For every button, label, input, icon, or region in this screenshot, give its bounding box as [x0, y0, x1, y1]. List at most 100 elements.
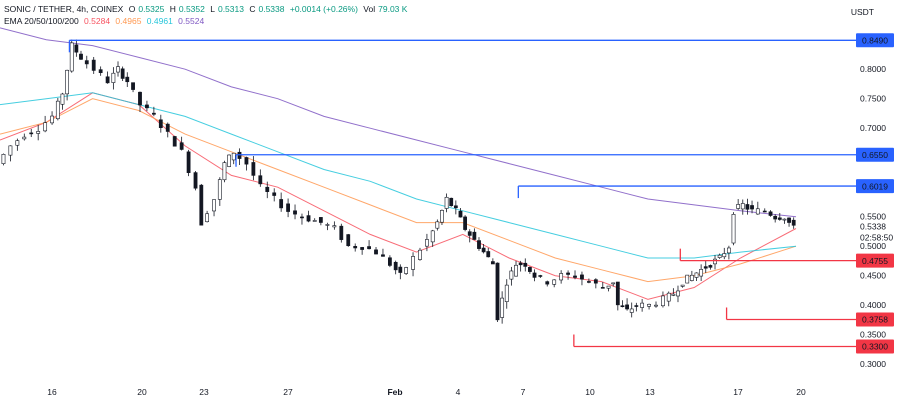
- candle-body: [244, 157, 249, 165]
- ema-label[interactable]: EMA 20/50/100/200: [4, 16, 79, 26]
- candle-body: [629, 308, 634, 313]
- candle-body: [647, 303, 651, 307]
- candle-body: [509, 270, 514, 280]
- candle-body: [36, 131, 41, 134]
- x-tick-label: 4: [456, 387, 461, 397]
- candle-body: [611, 282, 616, 285]
- ohlc-row: SONIC / TETHER, 4h, COINEX O 0.5325 H 0.53…: [4, 3, 410, 15]
- support-tag: [856, 253, 894, 268]
- candle-body: [791, 219, 796, 226]
- candle-body: [477, 240, 481, 249]
- candle-body: [199, 184, 204, 226]
- candle-body: [708, 265, 713, 268]
- candle-body: [699, 269, 704, 277]
- candle-body: [300, 216, 304, 219]
- candle-body: [172, 136, 177, 147]
- candle-body: [640, 302, 645, 308]
- candle-body: [179, 142, 184, 150]
- candle-body: [782, 218, 787, 221]
- candle-body: [689, 274, 694, 281]
- candle-body: [486, 251, 491, 258]
- candle-body: [573, 275, 577, 278]
- resistance-label: 0.8490: [862, 35, 888, 45]
- currency-label[interactable]: USDT: [850, 7, 874, 17]
- candle-body: [111, 72, 116, 83]
- ema100-value: 0.4961: [146, 16, 173, 26]
- candle-body: [453, 205, 458, 209]
- candle-body: [91, 59, 96, 71]
- open-value: 0.5325: [138, 4, 165, 14]
- candle-body: [393, 261, 398, 271]
- candle-body: [279, 199, 284, 209]
- candle-body: [29, 132, 34, 135]
- candle-body: [325, 224, 330, 226]
- candle-body: [217, 179, 222, 200]
- candle-body: [332, 225, 337, 228]
- y-tick-label: 0.8000: [860, 64, 886, 74]
- candle-body: [79, 53, 83, 60]
- candle-body: [74, 44, 79, 53]
- y-tick-label: 0.3000: [860, 359, 886, 369]
- candle-body: [312, 220, 317, 222]
- candle-body: [318, 217, 323, 223]
- y-tick-label: 0.4000: [860, 300, 886, 310]
- candle-body: [222, 162, 227, 181]
- candle-body: [745, 204, 750, 210]
- candle-body: [444, 196, 449, 209]
- candle-body: [740, 203, 745, 210]
- candle-body: [131, 82, 135, 90]
- candle-body: [388, 257, 392, 266]
- candle-body: [15, 140, 20, 146]
- candle-body: [527, 267, 532, 272]
- candle-body: [762, 210, 767, 213]
- low-value: 0.5313: [217, 4, 244, 14]
- y-tick-label: 0.7000: [860, 123, 886, 133]
- candle-body: [425, 239, 429, 247]
- candle-body: [22, 136, 27, 140]
- high-value: 0.5352: [178, 4, 205, 14]
- candle-body: [559, 273, 564, 281]
- x-tick-label: 13: [645, 387, 655, 397]
- candle-body: [286, 203, 290, 212]
- ema-line-3: [0, 92, 797, 259]
- candle-body: [404, 267, 408, 274]
- candle-body: [500, 297, 505, 318]
- candle-body: [671, 293, 676, 296]
- candle-body: [532, 272, 537, 278]
- candle-body: [634, 305, 639, 307]
- candle-body: [293, 210, 297, 215]
- candle-body: [435, 221, 440, 229]
- candle-body: [69, 42, 74, 72]
- candle-body: [381, 254, 385, 257]
- x-tick-label: 7: [521, 387, 526, 397]
- candle-body: [606, 285, 611, 289]
- resistance-tag: [856, 179, 894, 194]
- candle-body: [8, 145, 13, 156]
- ema-row: EMA 20/50/100/200 0.5284 0.4965 0.4961 0…: [4, 15, 410, 27]
- chart-header: SONIC / TETHER, 4h, COINEX O 0.5325 H 0.53…: [4, 3, 413, 27]
- resistance-label: 0.6550: [862, 150, 888, 160]
- candle-body: [722, 253, 727, 258]
- resistance-tag: [856, 147, 894, 162]
- candle-body: [411, 256, 415, 270]
- x-tick-label: 10: [585, 387, 595, 397]
- candle-body: [251, 162, 256, 176]
- candle-body: [654, 304, 658, 307]
- y-tick-label: 0.3500: [860, 330, 886, 340]
- x-tick-label: 20: [137, 387, 147, 397]
- candle-body: [55, 100, 60, 120]
- candle-body: [481, 247, 486, 253]
- symbol-title[interactable]: SONIC / TETHER, 4h, COINEX: [4, 4, 124, 14]
- candle-body: [661, 295, 665, 307]
- candle-body: [440, 210, 444, 223]
- candle-body: [463, 216, 468, 230]
- candle-body: [105, 76, 110, 84]
- ema50-value: 0.4965: [115, 16, 142, 26]
- candle-body: [490, 261, 495, 265]
- candle-body: [353, 246, 358, 249]
- y-tick-label: 0.4500: [860, 271, 886, 281]
- y-tick-label: 0.5500: [860, 212, 886, 222]
- candle-body: [593, 279, 598, 284]
- candle-body: [755, 208, 760, 215]
